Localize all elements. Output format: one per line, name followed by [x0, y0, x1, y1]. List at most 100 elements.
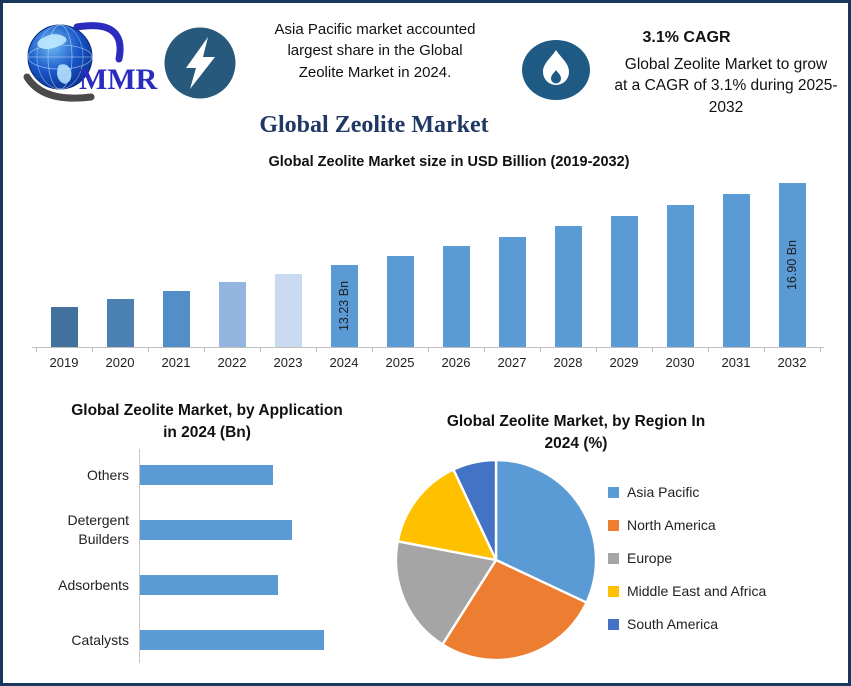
- market-size-bar-chart: 2019 2020 2021 2022 2023 13.23 Bn 2024 2025 2026…: [32, 181, 824, 370]
- mmr-logo: MMR: [23, 22, 158, 102]
- legend-item: Middle East and Africa: [608, 581, 766, 601]
- y-axis-line: [139, 449, 140, 663]
- bar-others: [140, 465, 273, 485]
- x-axis-tick: [148, 348, 149, 352]
- legend-item: South America: [608, 614, 766, 634]
- x-axis-label-2031: 2031: [721, 355, 751, 370]
- x-axis-tick: [708, 348, 709, 352]
- category-label: Detergent Builders: [67, 512, 129, 547]
- x-axis-tick: [820, 348, 821, 352]
- headline-line: largest share in the Global: [287, 42, 463, 60]
- bar-2023: [274, 274, 302, 347]
- headline-text: Asia Pacific market accounted largest sh…: [261, 19, 489, 83]
- legend-label: Europe: [627, 550, 673, 566]
- legend-marker: [608, 585, 619, 597]
- x-axis-label-2029: 2029: [609, 355, 639, 370]
- pie-slice-middle-east-and-africa: [396, 468, 498, 562]
- x-axis-line: [32, 347, 824, 348]
- headline-line: Zeolite Market in 2024.: [298, 63, 452, 81]
- bar-2019: [50, 307, 78, 347]
- x-axis-tick: [652, 348, 653, 352]
- application-bar-chart: Others Detergent Builders Adsorbents Cataly…: [23, 449, 395, 665]
- region-chart-title-line: 2024 (%): [544, 434, 608, 452]
- globe-swoosh-blue: [73, 22, 124, 63]
- region-chart-title: Global Zeolite Market, by Region In 2024…: [423, 411, 729, 454]
- legend-label: Middle East and Africa: [627, 583, 767, 599]
- legend-marker: [608, 618, 619, 630]
- cagr-description: Global Zeolite Market to grow at a CAGR …: [602, 54, 848, 118]
- x-axis-tick: [316, 348, 317, 352]
- legend-label: Asia Pacific: [627, 484, 700, 500]
- x-axis-label-2020: 2020: [105, 355, 135, 370]
- category-label: Others: [86, 466, 129, 483]
- market-size-chart-title: Global Zeolite Market size in USD Billio…: [268, 154, 630, 170]
- pie-slice-europe: [394, 540, 498, 646]
- bar-2022: [218, 282, 246, 347]
- bar-2029: [610, 216, 638, 347]
- x-axis-label-2025: 2025: [385, 355, 415, 370]
- bar-data-label-2024: 13.23 Bn: [337, 280, 351, 332]
- bar-2026: [442, 246, 470, 347]
- legend-label: South America: [627, 616, 719, 632]
- bar-2024: [330, 265, 358, 347]
- legend-marker: [608, 486, 619, 498]
- pie-slice-asia-pacific: [494, 458, 598, 604]
- application-chart-title-line: in 2024 (Bn): [163, 424, 251, 442]
- x-axis-tick: [92, 348, 93, 352]
- bar-2030: [666, 205, 694, 347]
- cagr-description-line: at a CAGR of 3.1% during 2025-: [614, 77, 838, 95]
- region-chart-title-line: Global Zeolite Market, by Region In: [446, 413, 706, 430]
- x-axis-tick: [596, 348, 597, 352]
- legend-item: Europe: [608, 548, 766, 568]
- pie-legend: Asia Pacific North America Europe Middle Ea…: [608, 482, 766, 647]
- x-axis-label-2022: 2022: [217, 355, 247, 370]
- x-axis-tick: [428, 348, 429, 352]
- bar-2025: [386, 256, 414, 347]
- x-axis-label-2021: 2021: [161, 355, 191, 370]
- globe-swoosh-gray: [23, 73, 95, 102]
- legend-item: North America: [608, 515, 766, 535]
- pie-slice-north-america: [441, 558, 588, 662]
- x-axis-tick: [764, 348, 765, 352]
- x-axis-tick: [260, 348, 261, 352]
- x-axis-label-2028: 2028: [553, 355, 583, 370]
- category-label: Adsorbents: [58, 576, 129, 593]
- legend-label: North America: [627, 517, 716, 533]
- application-chart-title-line: Global Zeolite Market, by Application: [71, 402, 343, 419]
- x-axis-label-2019: 2019: [49, 355, 79, 370]
- cagr-title: 3.1% CAGR: [642, 29, 731, 46]
- bar-2032: [778, 183, 806, 347]
- x-axis-label-2024: 2024: [329, 355, 359, 370]
- x-axis-tick: [484, 348, 485, 352]
- bar-data-label-2032: 16.90 Bn: [785, 239, 799, 291]
- x-axis-label-2027: 2027: [497, 355, 527, 370]
- bar-catalysts: [140, 630, 324, 650]
- x-axis-label-2032: 2032: [777, 355, 807, 370]
- pie-slice-south-america: [452, 458, 498, 562]
- x-axis-tick: [372, 348, 373, 352]
- x-axis-label-2023: 2023: [273, 355, 303, 370]
- bar-2028: [554, 226, 582, 347]
- flame-icon: [522, 40, 590, 100]
- legend-item: Asia Pacific: [608, 482, 766, 502]
- page-title: Global Zeolite Market: [259, 112, 489, 138]
- bar-adsorbents: [140, 575, 278, 595]
- legend-marker: [608, 519, 619, 531]
- application-chart-title: Global Zeolite Market, by Application in…: [39, 400, 375, 445]
- bar-2021: [162, 291, 190, 347]
- x-axis-label-2026: 2026: [441, 355, 471, 370]
- x-axis-tick: [540, 348, 541, 352]
- x-axis-tick: [204, 348, 205, 352]
- mmr-logo-text: MMR: [79, 63, 158, 96]
- bar-2031: [722, 194, 750, 347]
- cagr-description-line: 2032: [708, 98, 744, 116]
- headline-line: Asia Pacific market accounted: [274, 21, 476, 38]
- category-label: Catalysts: [71, 631, 129, 648]
- bar-2020: [106, 299, 134, 347]
- legend-marker: [608, 552, 619, 564]
- lightning-icon: [164, 27, 236, 99]
- bar-detergent-builders: [140, 520, 292, 540]
- x-axis-label-2030: 2030: [665, 355, 695, 370]
- globe-icon: [23, 22, 124, 102]
